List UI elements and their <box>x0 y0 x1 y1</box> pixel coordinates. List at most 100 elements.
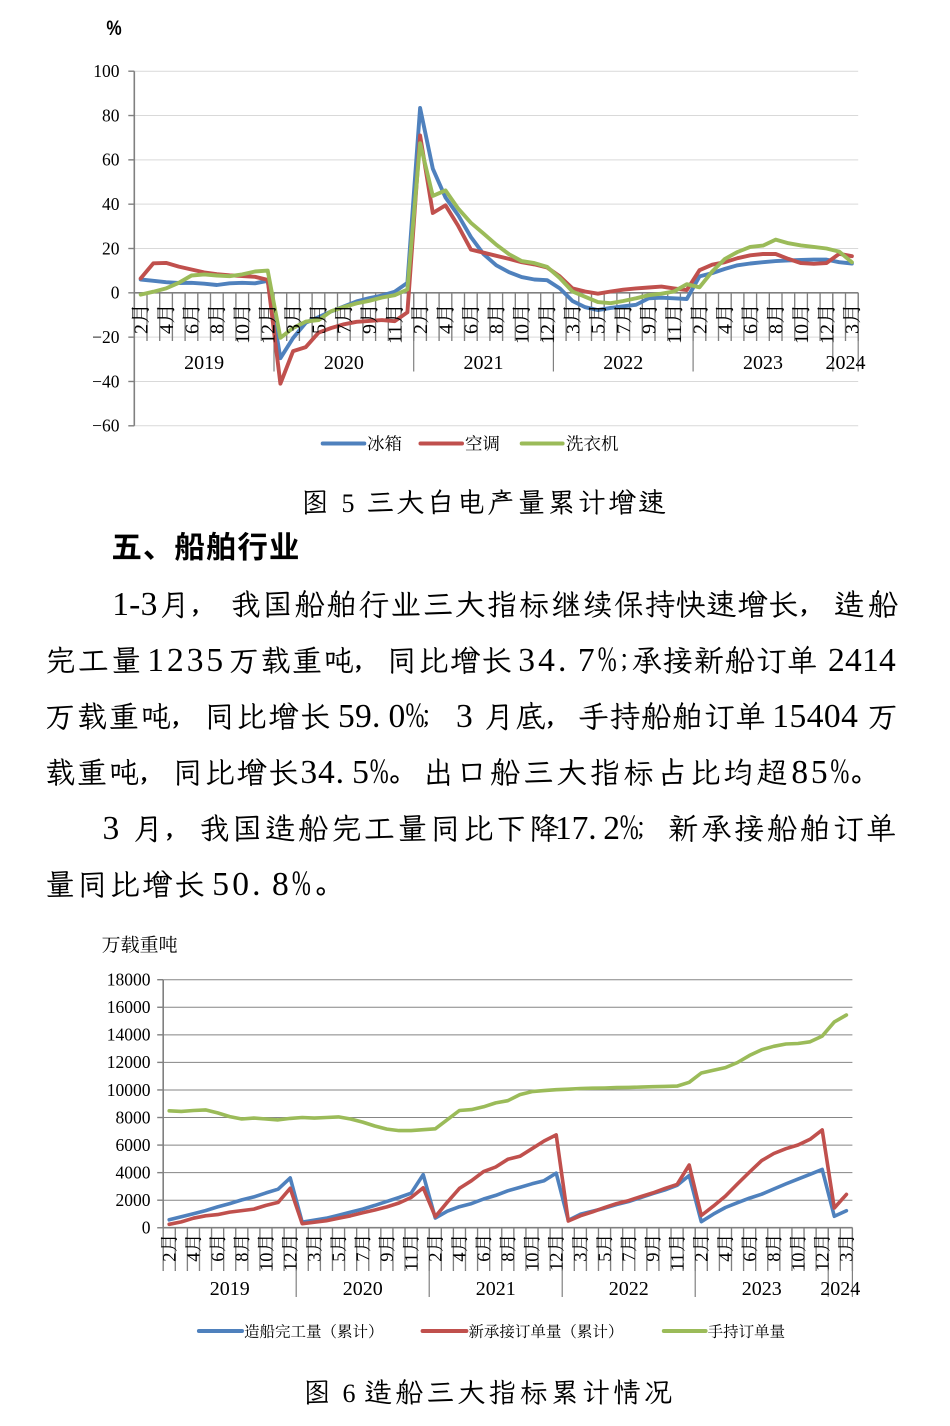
svg-text:−60: −60 <box>92 416 120 436</box>
svg-text:6: 6 <box>181 324 203 334</box>
svg-text:8: 8 <box>765 1253 785 1262</box>
svg-text:8: 8 <box>233 1253 253 1262</box>
svg-text:8: 8 <box>499 1253 519 1262</box>
svg-text:3: 3 <box>283 324 305 334</box>
svg-text:3: 3 <box>842 324 864 334</box>
svg-text:11: 11 <box>668 1253 688 1271</box>
svg-text:8: 8 <box>207 324 229 334</box>
svg-text:2: 2 <box>689 324 711 334</box>
svg-text:3: 3 <box>103 810 120 847</box>
svg-text:2020: 2020 <box>324 352 364 374</box>
svg-text:%: % <box>406 696 425 735</box>
svg-text:2024: 2024 <box>826 352 866 374</box>
svg-text:12: 12 <box>257 324 279 344</box>
svg-text:11: 11 <box>384 325 406 344</box>
svg-text:3: 3 <box>838 1253 858 1262</box>
svg-text:3: 3 <box>306 1253 326 1262</box>
svg-text:5: 5 <box>308 324 330 334</box>
svg-text:15404: 15404 <box>772 698 858 735</box>
svg-text:6: 6 <box>209 1253 229 1262</box>
svg-text:7: 7 <box>613 324 635 334</box>
svg-text:20: 20 <box>102 238 120 258</box>
svg-text:9: 9 <box>359 324 381 334</box>
svg-text:85: 85 <box>791 754 827 791</box>
svg-text:6000: 6000 <box>116 1135 151 1155</box>
svg-text:3: 3 <box>572 1253 592 1262</box>
svg-text:6: 6 <box>343 1379 356 1408</box>
svg-text:2022: 2022 <box>603 352 643 374</box>
svg-text:80: 80 <box>102 105 120 125</box>
svg-text:2023: 2023 <box>743 352 783 374</box>
svg-text:6: 6 <box>741 1253 761 1262</box>
svg-text:2: 2 <box>410 324 432 334</box>
svg-text:2022: 2022 <box>609 1278 649 1300</box>
svg-text:8000: 8000 <box>116 1107 151 1127</box>
svg-text:12: 12 <box>537 324 559 344</box>
svg-text:14000: 14000 <box>107 1025 151 1045</box>
svg-text:%: % <box>370 752 389 791</box>
svg-text:2: 2 <box>693 1253 713 1262</box>
svg-text:0: 0 <box>142 1218 151 1238</box>
svg-text:40: 40 <box>102 194 120 214</box>
svg-text:17.2: 17. 2 <box>555 810 620 847</box>
svg-text:5: 5 <box>596 1253 616 1262</box>
svg-text:2: 2 <box>161 1253 181 1262</box>
svg-text:5: 5 <box>330 1253 350 1262</box>
svg-text:9: 9 <box>378 1253 398 1262</box>
svg-text:9: 9 <box>644 1253 664 1262</box>
svg-text:5: 5 <box>588 324 610 334</box>
svg-text:2000: 2000 <box>116 1190 151 1210</box>
svg-text:10: 10 <box>257 1253 277 1272</box>
svg-text:2021: 2021 <box>464 352 504 374</box>
svg-text:11: 11 <box>664 325 686 344</box>
svg-text:4000: 4000 <box>116 1162 151 1182</box>
svg-text:4: 4 <box>435 324 457 334</box>
svg-text:12000: 12000 <box>107 1052 151 1072</box>
svg-text:12: 12 <box>813 1253 833 1272</box>
svg-text:10: 10 <box>789 1253 809 1272</box>
svg-text:10: 10 <box>791 324 813 344</box>
svg-text:2023: 2023 <box>742 1278 782 1300</box>
svg-text:%: % <box>830 752 849 791</box>
svg-text:2021: 2021 <box>476 1278 516 1300</box>
svg-text:2: 2 <box>427 1253 447 1262</box>
svg-text:34.7: 34. 7 <box>518 642 594 679</box>
svg-text:4: 4 <box>185 1253 205 1262</box>
svg-text:6: 6 <box>461 324 483 334</box>
svg-text:11: 11 <box>402 1253 422 1271</box>
svg-text:3: 3 <box>562 324 584 334</box>
svg-text:10: 10 <box>511 324 533 344</box>
svg-text:100: 100 <box>93 61 120 81</box>
svg-text:6: 6 <box>740 324 762 334</box>
svg-text:0: 0 <box>111 283 120 303</box>
svg-text:12: 12 <box>547 1253 567 1272</box>
svg-text:%: % <box>620 808 639 847</box>
svg-text:34.5: 34. 5 <box>300 754 368 791</box>
svg-text:2019: 2019 <box>210 1278 250 1300</box>
svg-text:4: 4 <box>156 324 178 334</box>
svg-text:12: 12 <box>281 1253 301 1272</box>
svg-text:%: % <box>106 17 121 40</box>
svg-text:4: 4 <box>717 1253 737 1262</box>
svg-text:7: 7 <box>334 324 356 334</box>
svg-text:2019: 2019 <box>184 352 224 374</box>
svg-text:2020: 2020 <box>343 1278 383 1300</box>
svg-text:10: 10 <box>523 1253 543 1272</box>
svg-text:18000: 18000 <box>107 970 151 990</box>
svg-text:8: 8 <box>765 324 787 334</box>
svg-text:7: 7 <box>354 1253 374 1262</box>
svg-text:8: 8 <box>486 324 508 334</box>
svg-text:2024: 2024 <box>820 1278 860 1300</box>
svg-text:16000: 16000 <box>107 997 151 1017</box>
svg-text:9: 9 <box>638 324 660 334</box>
svg-text:−40: −40 <box>92 371 120 391</box>
svg-text:50.8: 50. 8 <box>212 866 288 903</box>
svg-text:2414: 2414 <box>828 642 896 679</box>
svg-text:4: 4 <box>715 324 737 334</box>
svg-text:59.0: 59. 0 <box>338 698 405 735</box>
svg-text:−20: −20 <box>92 327 120 347</box>
svg-text:2: 2 <box>130 324 152 334</box>
svg-text:1-3: 1-3 <box>112 586 157 623</box>
svg-text:60: 60 <box>102 150 120 170</box>
svg-text:12: 12 <box>816 324 838 344</box>
